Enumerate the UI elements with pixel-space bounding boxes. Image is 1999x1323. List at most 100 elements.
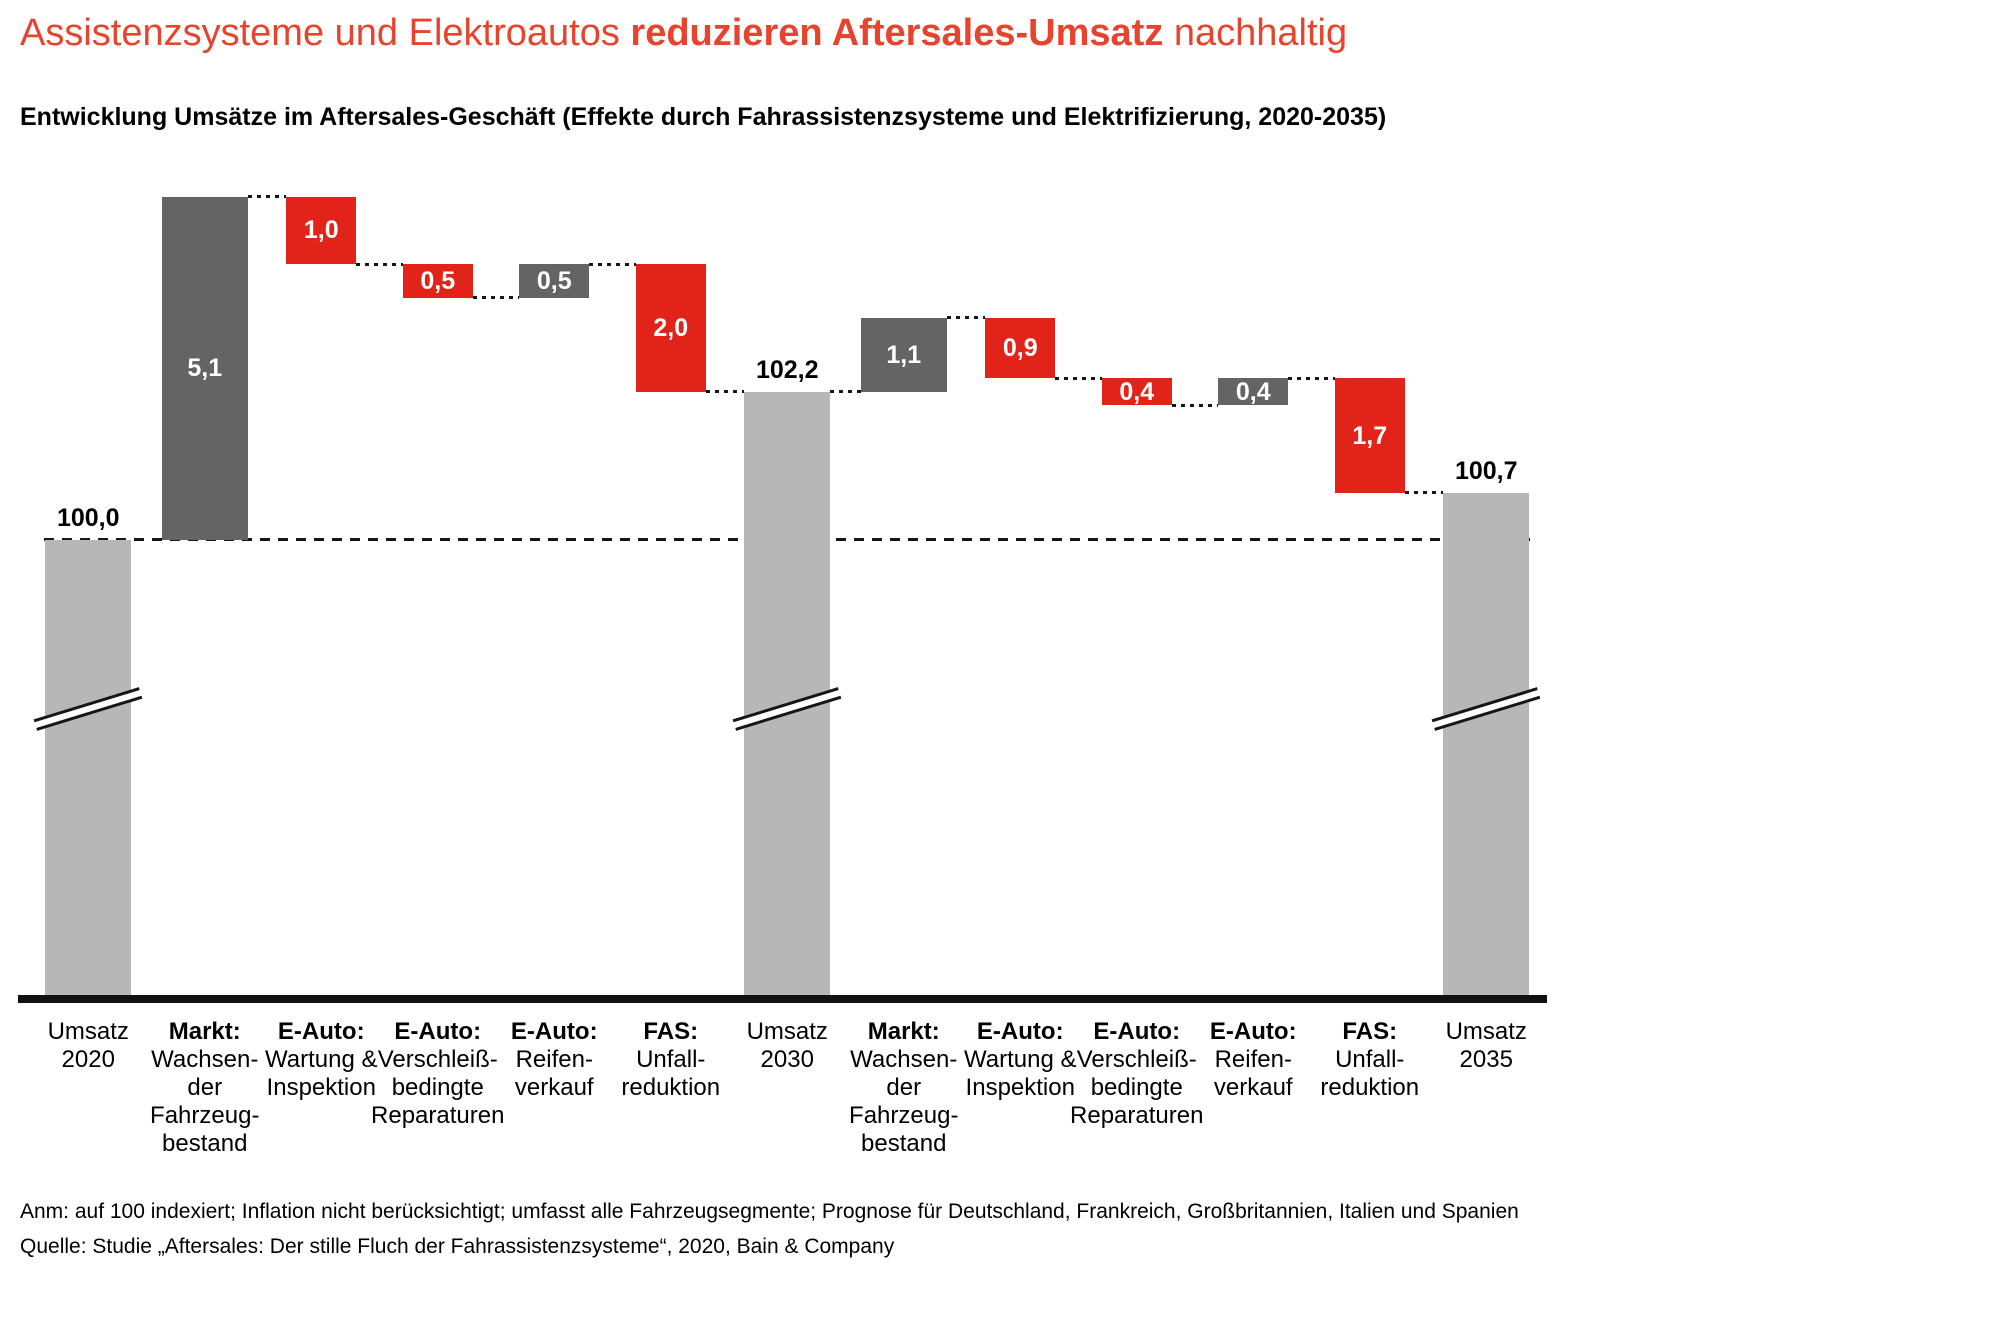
category-line: Wachsen- [850,1046,958,1073]
category-line: E-Auto: [394,1018,482,1045]
waterfall-connector [356,262,403,266]
category-line: 2020 [61,1046,115,1073]
value-label-markt-fahrzeugbestand-1: 5,1 [187,354,223,383]
category-line: E-Auto: [510,1018,598,1045]
category-line: Markt: [867,1018,940,1045]
category-line: E-Auto: [976,1018,1064,1045]
category-line: Markt: [168,1018,241,1045]
waterfall-connector [946,316,986,320]
category-line: Wartung & [964,1046,1077,1073]
category-line: Inspektion [965,1074,1075,1101]
category-label-markt-fahrzeugbestand-2: Markt: Wachsen-der Fahrzeug-bestand [829,1018,979,1158]
category-label-umsatz-2035: Umsatz 2035 [1411,1018,1561,1074]
bar-markt-fahrzeugbestand-1 [161,196,248,540]
category-line: bestand [861,1130,947,1157]
value-label-eauto-reifenverkauf-2: 0,4 [1235,377,1271,406]
bar-umsatz-2035 [1431,492,1541,995]
bar-umsatz-2030 [732,391,842,995]
footnote-source: Quelle: Studie „Aftersales: Der stille F… [20,1235,895,1258]
bar-fas-unfallreduktion-2 [1334,378,1405,493]
bar-umsatz-2020 [33,540,143,995]
bar-eauto-wartung-inspektion-1 [286,196,357,265]
value-label-eauto-wartung-inspektion-1: 1,0 [303,216,339,245]
bar-eauto-reifenverkauf-2 [1218,378,1289,406]
bar-eauto-reifenverkauf-1 [519,264,590,298]
category-label-markt-fahrzeugbestand-1: Markt: Wachsen-der Fahrzeug-bestand [130,1018,280,1158]
value-label-eauto-reifenverkauf-1: 0,5 [536,266,572,295]
category-line: Reparaturen [1070,1102,1204,1129]
category-label-eauto-wartung-inspektion-2: E-Auto: Wartung & Inspektion [945,1018,1095,1102]
category-label-eauto-verschleiss-reparaturen-1: E-Auto: Verschleiß-bedingte Reparaturen [363,1018,513,1130]
category-line: Umsatz [1445,1018,1527,1045]
page-title: Assistenzsysteme und Elektroautos reduzi… [20,12,1347,55]
category-label-eauto-reifenverkauf-2: E-Auto: Reifen-verkauf [1178,1018,1328,1102]
footnote-note: Anm: auf 100 indexiert; Inflation nicht … [20,1200,1519,1223]
category-label-eauto-wartung-inspektion-1: E-Auto: Wartung & Inspektion [246,1018,396,1102]
value-label-umsatz-2030: 102,2 [755,355,819,384]
category-line: bedingte [1090,1074,1183,1101]
category-line: bestand [162,1130,248,1157]
category-label-fas-unfallreduktion-1: FAS: Unfall-reduktion [596,1018,746,1102]
category-line: reduktion [1320,1074,1420,1101]
category-label-umsatz-2030: Umsatz 2030 [712,1018,862,1074]
bar-fas-unfallreduktion-1 [635,264,706,392]
category-line: Reifen- [515,1046,593,1073]
title-part-bold: reduzieren Aftersales-Umsatz [630,12,1164,54]
category-line: Fahrzeug- [849,1102,959,1129]
bar-markt-fahrzeugbestand-2 [860,317,947,392]
waterfall-connector [247,195,287,199]
chart-subtitle: Entwicklung Umsätze im Aftersales-Geschä… [20,103,1387,131]
category-line: 2030 [760,1046,814,1073]
category-line: Verschleiß- [1076,1046,1197,1073]
category-line: Unfall- [1335,1046,1405,1073]
category-line: FAS: [1342,1018,1398,1045]
category-line: Wartung & [265,1046,378,1073]
waterfall-connector [1288,376,1335,380]
category-line: E-Auto: [1209,1018,1297,1045]
category-label-eauto-reifenverkauf-1: E-Auto: Reifen-verkauf [479,1018,629,1102]
axis-break-icon [732,687,842,731]
category-line: Reifen- [1214,1046,1292,1073]
bar-eauto-verschleiss-reparaturen-1 [402,264,473,298]
bar-eauto-verschleiss-reparaturen-2 [1101,378,1172,406]
category-line: der [187,1074,223,1101]
waterfall-connector [705,390,745,394]
value-label-fas-unfallreduktion-2: 1,7 [1352,421,1388,450]
axis-break-icon [1431,687,1541,731]
category-line: verkauf [514,1074,594,1101]
category-line: reduktion [621,1074,721,1101]
category-line: Umsatz [47,1018,129,1045]
category-line: Unfall- [636,1046,706,1073]
category-line: Umsatz [746,1018,828,1045]
value-label-eauto-wartung-inspektion-2: 0,9 [1002,334,1038,363]
value-label-markt-fahrzeugbestand-2: 1,1 [886,340,922,369]
waterfall-connector [1171,403,1219,407]
category-line: Verschleiß- [377,1046,498,1073]
category-line: Reparaturen [371,1102,505,1129]
category-line: 2035 [1459,1046,1513,1073]
category-line: Fahrzeug- [150,1102,260,1129]
bar-eauto-wartung-inspektion-2 [985,317,1056,379]
category-label-eauto-verschleiss-reparaturen-2: E-Auto: Verschleiß-bedingte Reparaturen [1062,1018,1212,1130]
category-line: E-Auto: [1093,1018,1181,1045]
value-label-fas-unfallreduktion-1: 2,0 [653,314,689,342]
waterfall-connector [1404,491,1444,495]
category-line: bedingte [391,1074,484,1101]
waterfall-connector [830,390,861,394]
title-part-regular: Assistenzsysteme und Elektroautos [20,12,620,54]
category-line: verkauf [1213,1074,1293,1101]
title-part-regular-end: nachhaltig [1173,12,1348,54]
category-line: der [886,1074,922,1101]
value-label-eauto-verschleiss-reparaturen-1: 0,5 [420,266,456,295]
x-axis-line [18,995,1547,1003]
category-label-umsatz-2020: Umsatz 2020 [13,1018,163,1074]
value-label-umsatz-2020: 100,0 [56,504,120,532]
category-line: Wachsen- [151,1046,259,1073]
category-label-fas-unfallreduktion-2: FAS: Unfall-reduktion [1295,1018,1445,1102]
category-line: E-Auto: [277,1018,365,1045]
category-line: Inspektion [266,1074,376,1101]
waterfall-connector [472,296,520,300]
category-line: FAS: [643,1018,699,1045]
